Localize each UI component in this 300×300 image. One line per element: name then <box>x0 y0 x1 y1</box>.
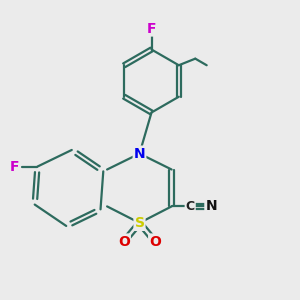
Text: O: O <box>118 235 130 248</box>
Text: C: C <box>186 200 195 213</box>
Text: F: F <box>147 22 156 35</box>
Text: N: N <box>134 147 145 160</box>
Text: S: S <box>134 216 145 230</box>
Text: N: N <box>206 200 217 213</box>
Text: O: O <box>149 235 161 248</box>
Text: F: F <box>10 160 19 174</box>
